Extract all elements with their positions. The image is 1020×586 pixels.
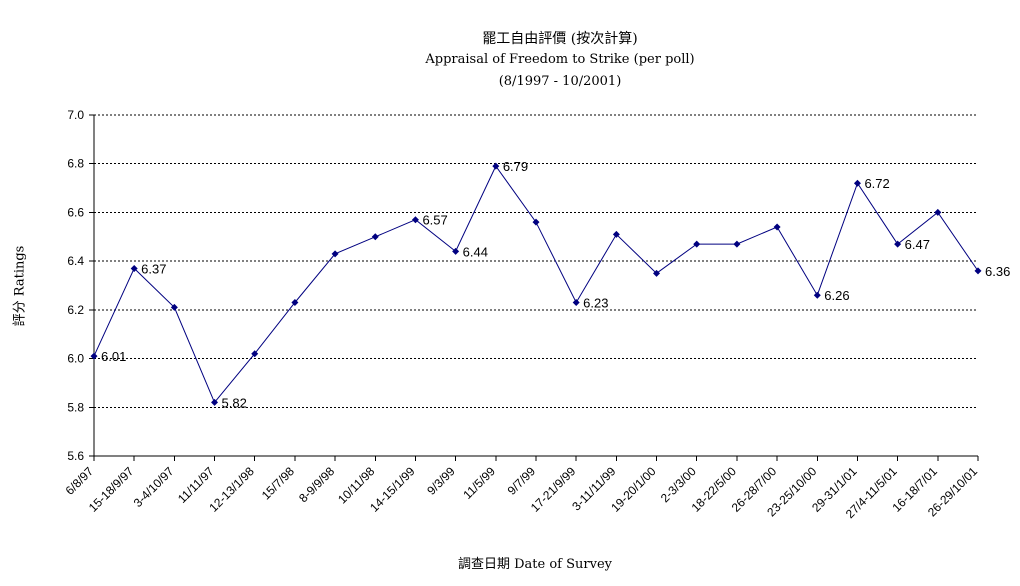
data-point xyxy=(331,250,339,258)
data-label: 6.01 xyxy=(101,349,126,364)
data-point xyxy=(853,179,861,187)
data-point xyxy=(411,216,419,224)
data-label: 6.23 xyxy=(583,296,608,311)
data-label: 6.37 xyxy=(141,261,166,276)
data-point xyxy=(813,291,821,299)
data-point xyxy=(653,269,661,277)
y-tick-label: 5.6 xyxy=(67,449,84,463)
y-tick-label: 5.8 xyxy=(67,400,84,414)
chart-title: 罷工自由評價 (按次計算) xyxy=(482,31,638,47)
data-label: 6.47 xyxy=(905,237,930,252)
x-tick-label: 9/7/99 xyxy=(505,464,539,498)
data-point xyxy=(291,299,299,307)
data-point xyxy=(532,218,540,226)
x-tick-label: 15/7/98 xyxy=(259,464,297,502)
x-tick-label: 2-3/3/00 xyxy=(658,464,699,505)
y-tick-label: 6.0 xyxy=(67,352,84,366)
data-label: 6.79 xyxy=(503,159,528,174)
y-tick-label: 6.4 xyxy=(67,254,84,268)
data-label: 5.82 xyxy=(222,395,247,410)
data-label: 6.44 xyxy=(463,244,488,259)
y-tick-label: 6.6 xyxy=(67,205,84,219)
data-point xyxy=(492,162,500,170)
data-point xyxy=(733,240,741,248)
data-point xyxy=(974,267,982,275)
data-point xyxy=(612,230,620,238)
data-point xyxy=(934,208,942,216)
data-point xyxy=(371,233,379,241)
x-tick-label: 11/5/99 xyxy=(460,464,498,502)
data-label: 6.57 xyxy=(422,213,447,228)
data-point xyxy=(211,398,219,406)
x-tick-label: 9/3/99 xyxy=(424,464,458,498)
data-point xyxy=(773,223,781,231)
data-label: 6.72 xyxy=(864,176,889,191)
x-tick-label: 6/8/97 xyxy=(63,464,97,498)
y-tick-label: 7.0 xyxy=(67,108,84,122)
data-point xyxy=(572,299,580,307)
data-point xyxy=(693,240,701,248)
x-tick-label: 3-4/10/97 xyxy=(131,464,177,510)
data-point xyxy=(130,264,138,272)
data-label: 6.36 xyxy=(985,264,1010,279)
y-tick-label: 6.8 xyxy=(67,157,84,171)
chart-subtitle: Appraisal of Freedom to Strike (per poll… xyxy=(425,52,695,67)
x-axis-label: 調查日期 Date of Survey xyxy=(457,557,612,572)
data-label: 6.26 xyxy=(824,288,849,303)
series-line xyxy=(93,165,979,404)
data-point xyxy=(251,350,259,358)
data-point xyxy=(894,240,902,248)
chart-period: (8/1997 - 10/2001) xyxy=(498,74,622,89)
y-tick-label: 6.2 xyxy=(67,303,84,317)
data-point xyxy=(452,247,460,255)
data-point xyxy=(170,303,178,311)
x-tick-label: 8-9/9/98 xyxy=(296,464,337,505)
data-point xyxy=(90,352,98,360)
